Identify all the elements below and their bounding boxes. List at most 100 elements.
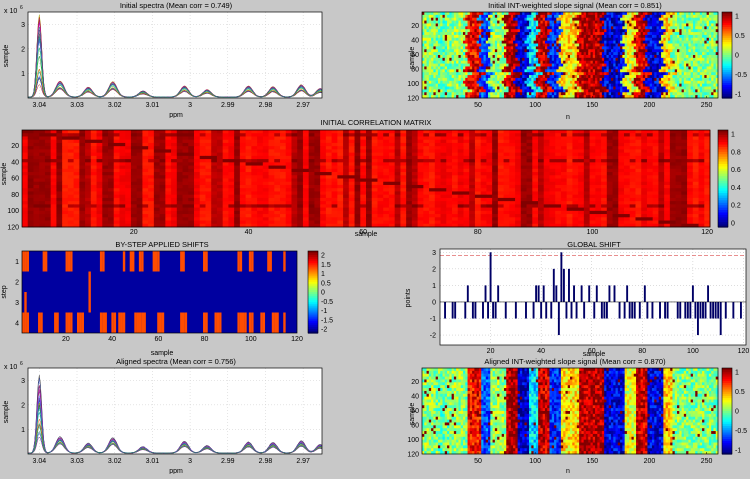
heatmap-cell bbox=[550, 72, 553, 75]
heatmap-cell bbox=[513, 75, 516, 78]
heatmap-cell bbox=[429, 21, 432, 24]
heatmap-cell bbox=[657, 69, 660, 72]
heatmap-cell bbox=[91, 136, 97, 140]
heatmap-cell bbox=[431, 78, 434, 81]
heatmap-cell bbox=[688, 58, 691, 61]
heatmap-cell bbox=[565, 81, 568, 84]
heatmap-cell bbox=[438, 72, 441, 75]
heatmap-cell bbox=[488, 23, 491, 26]
x-tick-label: 20 bbox=[130, 229, 138, 236]
heatmap-cell bbox=[563, 52, 566, 55]
heatmap-cell bbox=[572, 12, 575, 15]
heatmap-cell bbox=[593, 35, 596, 38]
heatmap-cell bbox=[618, 66, 621, 69]
heatmap-cell bbox=[445, 18, 448, 21]
heatmap-cell bbox=[586, 18, 589, 21]
heatmap-cell bbox=[645, 72, 648, 75]
heatmap-cell bbox=[440, 66, 443, 69]
heatmap-cell bbox=[578, 149, 584, 153]
heatmap-cell bbox=[554, 58, 557, 61]
heatmap-cell bbox=[534, 64, 537, 67]
heatmap-cell bbox=[634, 26, 637, 29]
heatmap-cell bbox=[452, 55, 455, 58]
heatmap-cell bbox=[618, 81, 621, 84]
heatmap-cell bbox=[613, 146, 619, 150]
heatmap-cell bbox=[263, 130, 269, 134]
heatmap-cell bbox=[666, 58, 669, 61]
heatmap-cell bbox=[629, 69, 632, 72]
heatmap-cell bbox=[652, 49, 655, 52]
heatmap-cell bbox=[666, 89, 669, 92]
heatmap-cell bbox=[424, 87, 427, 90]
heatmap-cell bbox=[51, 149, 57, 153]
heatmap-cell bbox=[521, 149, 527, 153]
heatmap-cell bbox=[659, 44, 662, 47]
heatmap-cell bbox=[463, 55, 466, 58]
heatmap-cell bbox=[536, 21, 539, 24]
heatmap-cell bbox=[479, 12, 482, 15]
heatmap-cell bbox=[675, 89, 678, 92]
heatmap-cell bbox=[509, 143, 515, 147]
colorbar-tick-label: 0.6 bbox=[731, 167, 741, 174]
heatmap-cell bbox=[556, 29, 559, 32]
heatmap-cell bbox=[438, 92, 441, 95]
heatmap-cell bbox=[520, 49, 523, 52]
heatmap-cell bbox=[550, 61, 553, 64]
heatmap-cell bbox=[630, 130, 636, 134]
heatmap-cell bbox=[461, 55, 464, 58]
heatmap-cell bbox=[449, 49, 452, 52]
heatmap-cell bbox=[527, 75, 530, 78]
heatmap-cell bbox=[532, 133, 538, 137]
heatmap-cell bbox=[472, 89, 475, 92]
heatmap-cell bbox=[518, 44, 521, 47]
heatmap-cell bbox=[274, 146, 280, 150]
heatmap-cell bbox=[470, 18, 473, 21]
heatmap-cell bbox=[429, 78, 432, 81]
heatmap-cell bbox=[570, 44, 573, 47]
heatmap-cell bbox=[436, 29, 439, 32]
heatmap-cell bbox=[595, 66, 598, 69]
heatmap-cell bbox=[436, 23, 439, 26]
heatmap-cell bbox=[643, 58, 646, 61]
heatmap-cell bbox=[691, 55, 694, 58]
heatmap-cell bbox=[280, 133, 286, 137]
heatmap-cell bbox=[142, 143, 148, 147]
heatmap-cell bbox=[593, 12, 596, 15]
heatmap-cell bbox=[504, 29, 507, 32]
heatmap-cell bbox=[704, 61, 707, 64]
heatmap-cell bbox=[228, 146, 234, 150]
heatmap-cell bbox=[613, 72, 616, 75]
heatmap-cell bbox=[119, 146, 125, 150]
heatmap-cell bbox=[666, 46, 669, 49]
heatmap-cell bbox=[531, 81, 534, 84]
heatmap-cell bbox=[497, 81, 500, 84]
heatmap-cell bbox=[520, 55, 523, 58]
heatmap-cell bbox=[672, 38, 675, 41]
heatmap-cell bbox=[119, 143, 125, 147]
heatmap-cell bbox=[497, 64, 500, 67]
heatmap-cell bbox=[544, 130, 550, 134]
heatmap-cell bbox=[458, 23, 461, 26]
heatmap-cell bbox=[529, 23, 532, 26]
heatmap-cell bbox=[131, 153, 137, 157]
heatmap-cell bbox=[483, 21, 486, 24]
heatmap-cell bbox=[502, 61, 505, 64]
heatmap-cell bbox=[636, 46, 639, 49]
heatmap-cell bbox=[534, 38, 537, 41]
heatmap-cell bbox=[593, 55, 596, 58]
heatmap-cell bbox=[522, 38, 525, 41]
heatmap-cell bbox=[613, 78, 616, 81]
heatmap-cell bbox=[609, 55, 612, 58]
heatmap-cell bbox=[465, 84, 468, 87]
heatmap-cell bbox=[461, 26, 464, 29]
heatmap-cell bbox=[435, 146, 441, 150]
heatmap-cell bbox=[543, 55, 546, 58]
heatmap-cell bbox=[458, 38, 461, 41]
heatmap-cell bbox=[629, 92, 632, 95]
heatmap-cell bbox=[509, 133, 515, 137]
heatmap-cell bbox=[429, 149, 435, 153]
heatmap-cell bbox=[79, 140, 85, 144]
heatmap-cell bbox=[486, 15, 489, 18]
heatmap-cell bbox=[486, 49, 489, 52]
heatmap-cell bbox=[472, 87, 475, 90]
